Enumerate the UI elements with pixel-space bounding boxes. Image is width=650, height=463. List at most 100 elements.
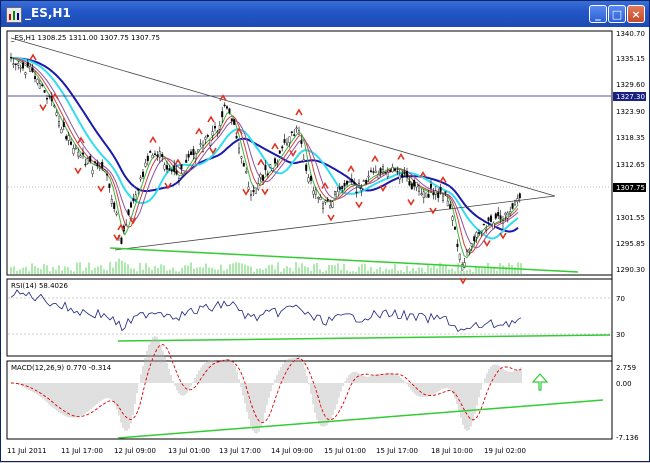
candle-body [74,147,77,150]
candle-body [458,253,461,260]
candle-body [338,186,341,190]
candle-body [19,67,22,69]
candle-body [314,189,317,195]
chart-area[interactable]: _ES,H1 1308.25 1311.00 1307.75 1307.75 R… [3,28,647,459]
triangle-upper-line [10,37,556,197]
candle-body [502,220,505,224]
minimize-button[interactable]: _ [589,5,607,23]
fractal-down-arrow [355,201,363,209]
candle-body [81,152,84,155]
price-label: 1301.55 [616,214,645,222]
candle-body [60,129,63,134]
candle-body [165,165,168,170]
candle-body [437,192,440,198]
candle-body [91,169,94,175]
candle-body [288,136,291,143]
maximize-button[interactable]: □ [608,5,626,23]
candle-body [487,217,490,221]
candle-body [137,189,140,191]
candle-body [58,121,61,127]
candle-body [271,168,274,171]
candle-body [374,170,377,173]
candle-body [355,191,358,194]
candle-body [228,108,231,114]
fractal-down-arrow [327,214,335,222]
macd-header: MACD(12,26,9) 0.770 -0.314 [11,364,112,372]
candle-body [511,203,514,209]
fractal-down-arrow [379,185,387,193]
candle-body [516,198,519,202]
candle-body [132,198,135,202]
candle-body [189,151,192,155]
candle-body [305,164,308,171]
time-label: 11 Jul 2011 [7,447,47,455]
candle-body [406,171,409,178]
title-bar[interactable]: _ES,H1 _ □ × [1,1,649,27]
current-price-label: 1307.75 [616,184,645,192]
fractal-up-arrow [271,142,279,150]
fractal-up-arrow [371,154,379,162]
candle-body [225,106,228,109]
candle-body [105,174,108,176]
candle-body [156,155,159,157]
candle-body [187,153,190,158]
candle-body [79,155,82,158]
candle-body [391,167,394,173]
candle-body [216,131,219,133]
candle-body [233,119,236,125]
candle-body [259,173,262,178]
fractal-up-arrow [29,53,37,61]
candle-body [129,202,132,208]
time-label: 12 Jul 09:00 [114,447,156,455]
hline-price-label: 1327.30 [616,93,645,101]
fractal-up-arrow [174,158,182,166]
fractal-down-arrow [113,234,121,242]
candle-body [163,164,166,170]
candle-body [113,202,116,209]
candle-body [418,185,421,192]
candle-body [242,163,245,167]
fractal-up-arrow [397,152,405,160]
fractal-up-arrow [235,127,243,135]
candle-body [463,262,466,268]
candle-body [485,228,488,231]
candle-body [302,159,305,162]
price-label: 1295.85 [616,240,645,248]
fractal-down-arrow [483,240,491,248]
close-button[interactable]: × [627,5,645,23]
candle-body [206,135,209,137]
candle-body [110,199,113,204]
candle-body [173,165,176,172]
candle-body [22,62,25,69]
candle-body [300,140,303,144]
fractal-up-arrow [77,136,85,144]
rsi-panel[interactable] [6,278,613,357]
rsi-trendline [117,334,611,342]
candle-body [77,151,80,157]
candle-body [197,149,200,153]
candle-body [317,197,320,199]
candle-body [252,190,255,192]
fractal-up-arrow [51,92,59,100]
candle-body [213,126,216,129]
candle-body [101,161,104,169]
candle-body [24,72,27,75]
rsi-line [10,289,522,333]
candle-body [353,182,356,184]
fractal-down-arrow [164,182,172,190]
candle-body [442,195,445,201]
chart-canvas[interactable]: _ES,H1 1308.25 1311.00 1307.75 1307.75 R… [3,28,647,459]
candle-body [372,171,375,173]
macd-level: 2.759 [616,364,636,372]
candle-body [432,192,435,196]
candle-body [158,151,161,158]
candle-body [497,212,500,217]
up-arrow-icon [531,373,549,391]
candle-body [221,111,224,118]
candle-body [365,180,368,184]
time-label: 14 Jul 09:00 [271,447,313,455]
candle-body [194,153,197,159]
candle-body [127,209,130,215]
candle-body [115,212,118,215]
candle-body [86,158,89,164]
